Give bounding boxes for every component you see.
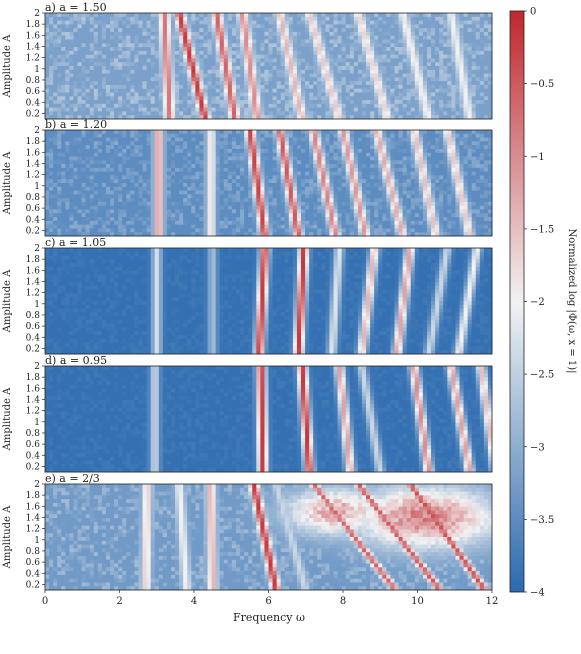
y-tick-label: 1.6 [26, 502, 41, 512]
y-tick-label: 1.4 [26, 513, 41, 523]
colorbar-tick-label: −3.5 [530, 515, 554, 526]
panels: a) a = 1.500.20.40.60.811.21.41.61.82Amp… [2, 1, 493, 591]
colorbar: 0 −0.5 −1 −1.5 −2 −2.5 −3 −3.5 −4 Normalized log… [509, 7, 577, 599]
y-tick-label: 1 [34, 300, 40, 310]
x-axis-label: Frequency ω [233, 611, 305, 624]
y-tick-label: 0.6 [26, 322, 41, 332]
colorbar-tick-label: −4 [530, 588, 545, 599]
y-tick-label: 1.4 [26, 277, 41, 287]
panel-frame [44, 365, 493, 473]
panel-4: e) a = 2/3 0.20.40.60.811.2 1.41.61.82 Ampl… [2, 472, 493, 591]
colorbar-fill [509, 10, 525, 593]
colorbar-ticks: 0 −0.5 −1 −1.5 −2 −2.5 −3 −3.5 −4 [524, 7, 554, 599]
x-tick-label: 4 [191, 596, 197, 607]
y-tick-label: 0.4 [26, 333, 41, 343]
y-tick-label: 2 [34, 126, 40, 136]
panel-2: c) a = 1.05 0.20.40.60.811.2 1.41.61.82 Amp… [2, 236, 493, 355]
y-tick-label: 1.2 [26, 407, 40, 417]
panel-frame [44, 247, 493, 355]
y-tick-label: 1 [34, 418, 40, 428]
y-tick-label: 1.2 [26, 171, 40, 181]
y-tick-label: 0.2 [26, 109, 40, 119]
y-axis-label: Amplitude A [2, 387, 13, 451]
y-tick-label: 1 [34, 536, 40, 546]
x-tick-label: 0 [42, 596, 48, 607]
colorbar-tick-label: −1 [530, 152, 545, 163]
y-axis-label: Amplitude A [2, 269, 13, 333]
y-tick-label: 1.2 [26, 525, 40, 535]
colorbar-tick-label: −0.5 [530, 79, 554, 90]
y-tick-label: 2 [34, 362, 40, 372]
y-tick-label: 0.4 [26, 451, 41, 461]
y-tick-label: 0.2 [26, 580, 40, 590]
panel-1: b) a = 1.20 0.20.40.60.811.2 1.41.61.82 Amp… [2, 118, 493, 237]
y-axis-label: Amplitude A [2, 151, 13, 215]
y-tick-label: 0.6 [26, 87, 41, 97]
y-tick-label: 0.6 [26, 558, 41, 568]
y-tick-label: 1.6 [26, 31, 41, 41]
y-tick-label: 0.4 [26, 569, 41, 579]
y-tick-label: 1.8 [26, 373, 41, 383]
y-tick-label: 2 [34, 244, 40, 254]
y-tick-label: 1.8 [26, 255, 41, 265]
y-tick-label: 2 [34, 9, 40, 19]
panel-label: a) a = 1.50 [45, 1, 107, 14]
panel-frame [44, 12, 493, 120]
x-tick-label: 10 [411, 596, 424, 607]
y-tick-label: 0.8 [26, 193, 41, 203]
y-tick-label: 0.2 [26, 226, 40, 236]
y-tick-label: 0.8 [26, 429, 41, 439]
y-axis-label: Amplitude A [2, 34, 13, 98]
y-tick-label: 1.6 [26, 148, 41, 158]
y-tick-label: 0.6 [26, 204, 41, 214]
colorbar-tick-label: −1.5 [530, 224, 554, 235]
y-tick-label: 1.4 [26, 42, 41, 52]
y-tick-label: 0.4 [26, 215, 41, 225]
colorbar-tick-label: 0 [530, 7, 536, 18]
x-tick-label: 12 [486, 596, 499, 607]
heatmap-cells [45, 13, 493, 120]
y-tick-label: 0.2 [26, 344, 40, 354]
y-tick-label: 0.4 [26, 98, 41, 108]
heatmap-cells [45, 484, 493, 591]
y-tick-label: 0.6 [26, 440, 41, 450]
x-axis: 0 2 4 6 8 10 12 [42, 590, 499, 607]
y-tick-label: 0.8 [26, 311, 41, 321]
panel-frame [44, 129, 493, 237]
y-tick-label: 1.4 [26, 159, 41, 169]
x-tick-label: 8 [340, 596, 346, 607]
y-tick-label: 1.6 [26, 384, 41, 394]
y-tick-label: 1 [34, 65, 40, 75]
panel-label: e) a = 2/3 [45, 472, 100, 485]
panel-0: a) a = 1.50 0.20.40.60.811.2 1.41.61.82 Amp… [2, 1, 493, 120]
x-tick-label: 6 [265, 596, 271, 607]
y-tick-label: 1.8 [26, 20, 41, 30]
y-tick-label: 0.8 [26, 76, 41, 86]
y-tick-label: 1.8 [26, 137, 41, 147]
panel-label: d) a = 0.95 [45, 354, 107, 367]
y-tick-label: 1.4 [26, 395, 41, 405]
y-tick-label: 2 [34, 480, 40, 490]
heatmap-cells [45, 366, 493, 473]
colorbar-tick-label: −2.5 [530, 370, 554, 381]
y-tick-label: 0.2 [26, 462, 40, 472]
y-tick-label: 1.6 [26, 266, 41, 276]
y-tick-label: 1 [34, 182, 40, 192]
x-tick-label: 2 [116, 596, 122, 607]
heatmap-cells [45, 248, 493, 355]
y-axis-label: Amplitude A [2, 505, 13, 569]
y-tick-label: 1.8 [26, 491, 41, 501]
colorbar-label: Normalized log |Φ(ω, x = 1)| [566, 229, 577, 374]
panel-3: d) a = 0.95 0.20.40.60.811.2 1.41.61.82 Amp… [2, 354, 493, 473]
y-tick-label: 1.2 [26, 289, 40, 299]
y-tick-label: 1.2 [26, 54, 40, 64]
panel-label: c) a = 1.05 [45, 236, 106, 249]
heatmap-cells [45, 130, 493, 237]
panel-label: b) a = 1.20 [45, 118, 107, 131]
colorbar-tick-label: −2 [530, 297, 545, 308]
colorbar-tick-label: −3 [530, 442, 545, 453]
y-tick-label: 0.8 [26, 547, 41, 557]
